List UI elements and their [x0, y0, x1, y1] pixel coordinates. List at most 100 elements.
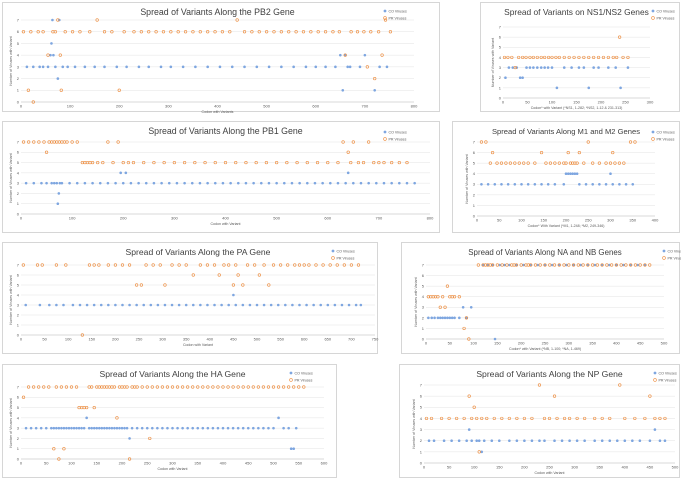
pr-point	[500, 263, 504, 267]
x-tick-label: 400	[214, 104, 221, 109]
co-point	[292, 65, 295, 69]
pr-point	[581, 263, 585, 267]
pr-point	[236, 273, 240, 277]
co-point	[631, 439, 634, 443]
co-point	[292, 447, 296, 451]
legend-pr-marker	[662, 256, 666, 260]
co-point	[272, 426, 275, 430]
pr-point	[177, 263, 181, 267]
pr-point	[135, 385, 139, 389]
y-tick-label: 6	[422, 273, 425, 278]
chart-pb1: Spread of Variants Along the PB1 Gene 0 1 2…	[9, 126, 434, 226]
pr-point	[221, 385, 225, 389]
pr-point	[78, 30, 82, 34]
co-point	[232, 293, 235, 297]
x-tick-label: 0	[20, 337, 23, 342]
pr-point	[261, 385, 266, 389]
pr-point	[331, 30, 335, 34]
pr-point	[235, 18, 239, 22]
co-point	[267, 426, 270, 430]
y-tick-label: 1	[499, 85, 502, 90]
pr-point	[85, 405, 89, 410]
co-point	[289, 447, 293, 451]
co-point	[600, 263, 604, 267]
x-axis-label: Codon with Variant	[210, 222, 240, 226]
co-point	[60, 426, 63, 430]
co-point	[465, 316, 468, 320]
series-pr-viruses	[426, 263, 652, 341]
pr-point	[537, 383, 542, 387]
pr-point	[65, 140, 69, 144]
co-point	[277, 416, 280, 420]
pr-point	[145, 385, 149, 389]
co-point	[65, 426, 68, 430]
co-point	[555, 86, 559, 90]
y-tick-label: 6	[17, 150, 20, 155]
pr-point	[316, 30, 320, 34]
x-tick-label: 150	[93, 461, 100, 466]
co-point	[622, 263, 625, 267]
pr-point	[491, 263, 495, 267]
co-point	[532, 66, 535, 69]
pr-point	[439, 416, 444, 421]
co-point	[572, 263, 575, 267]
pr-point	[380, 53, 384, 57]
co-point	[29, 426, 33, 430]
pr-point	[275, 160, 279, 165]
x-tick-label: 250	[622, 100, 629, 105]
pr-point	[508, 161, 512, 165]
x-axis-label: Codon with Variant	[183, 343, 213, 347]
co-point	[183, 181, 186, 185]
pr-point	[287, 385, 291, 389]
pr-point	[32, 140, 36, 144]
co-point	[184, 303, 188, 307]
chart-title: Spread of Variants Along M1 and M2 Genes	[492, 127, 640, 136]
pr-point	[54, 385, 58, 389]
pr-point	[251, 385, 255, 389]
pr-point	[619, 263, 623, 267]
pr-point	[184, 263, 188, 267]
y-tick-label: 4	[422, 294, 425, 299]
pr-point	[405, 160, 409, 165]
y-axis-label: Number of Viruses with Variant	[414, 277, 418, 326]
y-axis-label: Number of Viruses with Variant	[9, 398, 13, 447]
x-tick-label: 400	[206, 337, 213, 342]
co-point	[486, 182, 490, 186]
co-point	[50, 426, 53, 430]
pr-point	[571, 161, 575, 165]
pr-point	[510, 55, 514, 60]
co-point	[121, 303, 124, 307]
pr-point	[326, 160, 330, 165]
pr-point	[504, 161, 508, 165]
pr-point	[539, 150, 544, 155]
co-point	[77, 426, 81, 430]
x-tick-label: 100	[68, 461, 75, 466]
co-point	[259, 181, 263, 185]
pr-point	[226, 385, 230, 389]
pr-point	[618, 383, 622, 387]
pr-point	[36, 30, 40, 34]
co-point	[583, 439, 586, 443]
pr-point	[522, 416, 526, 421]
co-point	[137, 65, 141, 69]
pr-point	[513, 161, 517, 165]
co-point	[191, 303, 195, 307]
pr-point	[623, 416, 627, 421]
co-point	[339, 53, 342, 57]
co-point	[68, 181, 71, 185]
x-tick-label: 450	[647, 465, 654, 470]
co-point	[508, 439, 511, 443]
x-axis-label: Codon with Variant	[534, 471, 564, 475]
co-point	[619, 86, 622, 90]
legend-pr-label: PR Viruses	[657, 16, 675, 20]
pr-point	[196, 385, 200, 389]
pr-point	[42, 385, 46, 389]
co-point	[145, 426, 149, 430]
pr-point	[309, 30, 313, 34]
co-point	[159, 65, 163, 69]
series-co-viruses	[427, 428, 667, 454]
pr-point	[125, 385, 129, 389]
legend-pr-marker	[653, 378, 657, 382]
x-tick-label: 0	[476, 218, 479, 223]
y-tick-label: 0	[473, 213, 476, 218]
